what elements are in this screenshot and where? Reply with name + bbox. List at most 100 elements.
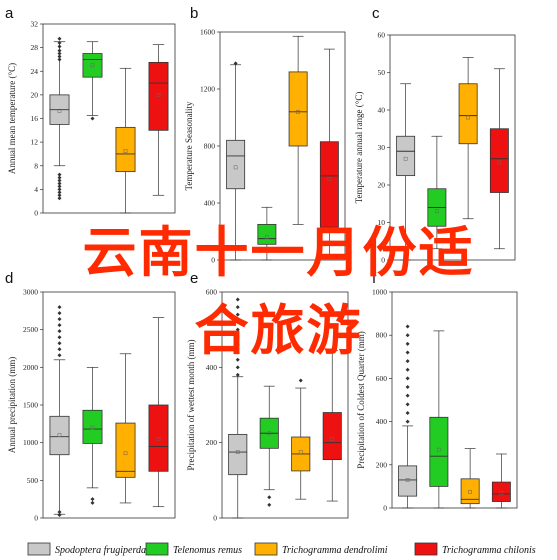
outlier-point: [235, 357, 240, 362]
outlier-point: [267, 495, 272, 500]
legend-swatch: [27, 542, 51, 556]
outlier-point: [405, 333, 410, 338]
outlier-point: [405, 341, 410, 346]
mean-marker: [403, 156, 408, 161]
panel-letter: d: [5, 270, 13, 287]
outlier-point: [235, 365, 240, 370]
legend-label: Trichogramma chilonis: [442, 545, 536, 556]
mean-marker: [156, 437, 161, 441]
iqr-box: [429, 416, 449, 487]
outlier-point: [57, 323, 62, 328]
mean-marker: [57, 433, 62, 437]
outlier-point: [405, 393, 410, 398]
iqr-box: [319, 141, 339, 228]
outlier-point: [57, 347, 62, 352]
iqr-box: [460, 478, 480, 505]
outlier-point: [405, 376, 410, 381]
outlier-point: [57, 40, 62, 45]
outlier-point: [57, 54, 62, 59]
plot-frame: [221, 291, 349, 519]
iqr-box: [228, 433, 248, 476]
outlier-point: [405, 324, 410, 329]
outlier-point: [267, 502, 272, 507]
outlier-point: [90, 116, 95, 121]
iqr-box: [322, 412, 342, 461]
y-axis-label: Precipitation of wettest month (mm): [186, 340, 196, 471]
outlier-point: [405, 402, 410, 407]
y-tick-label: 20: [31, 90, 39, 99]
iqr-box: [115, 422, 136, 478]
legend-swatch: [145, 542, 169, 556]
iqr-box: [82, 409, 103, 444]
mean-marker: [267, 431, 272, 436]
y-tick-label: 50: [378, 68, 386, 77]
outlier-point: [405, 410, 410, 415]
outlier-point: [235, 297, 240, 302]
y-tick-label: 0: [383, 504, 387, 513]
legend: Spodoptera frugiperda Telenomus remus Tric…: [27, 542, 536, 556]
y-tick-label: 800: [204, 142, 216, 151]
y-tick-label: 60: [378, 31, 386, 40]
legend-label: Trichogramma dendrolimi: [282, 545, 388, 556]
outlier-point: [57, 317, 62, 322]
box-trichogramma-dendrolimi: [291, 378, 311, 500]
y-tick-label: 2500: [23, 325, 38, 334]
mean-marker: [327, 176, 332, 181]
box-spodoptera-frugiperda: [398, 324, 418, 509]
outlier-point: [57, 305, 62, 310]
panel-letter: a: [5, 5, 14, 22]
chart-panels: a 0 4 8 12 16 20 24 28 32 Annual mean temperature …: [5, 5, 518, 523]
outlier-point: [405, 385, 410, 390]
box-trichogramma-dendrolimi: [458, 57, 478, 220]
iqr-box: [82, 53, 103, 78]
y-tick-label: 1600: [200, 28, 215, 37]
y-tick-label: 1000: [372, 288, 387, 297]
outlier-point: [235, 320, 240, 325]
outlier-point: [90, 497, 95, 502]
outlier-point: [235, 305, 240, 310]
y-tick-label: 0: [211, 256, 215, 265]
box-trichogramma-chilonis: [148, 44, 169, 196]
y-tick-label: 20: [378, 181, 386, 190]
box-trichogramma-dendrolimi: [288, 35, 308, 225]
y-tick-label: 600: [376, 374, 388, 383]
y-tick-label: 200: [206, 438, 218, 447]
y-tick-label: 500: [27, 476, 39, 485]
panel-b: b 0 400 800 1200 1600 Temperature Seasonality: [184, 5, 346, 265]
plot-frame: [391, 291, 518, 509]
mean-marker: [330, 437, 335, 441]
y-tick-label: 16: [31, 114, 39, 123]
panel-e: e 0 200 400 600 Precipitation of wettest mont…: [186, 270, 349, 523]
iqr-box: [396, 135, 416, 177]
outlier-point: [235, 335, 240, 340]
mean-marker: [497, 160, 502, 165]
panel-letter: b: [190, 5, 198, 22]
y-axis-label: Annual mean temperature (°C): [7, 63, 17, 174]
box-telenomus-remus: [257, 206, 277, 261]
outlier-point: [405, 350, 410, 355]
box-telenomus-remus: [259, 385, 279, 507]
mean-marker: [265, 235, 269, 240]
box-telenomus-remus: [82, 41, 103, 121]
outlier-point: [405, 367, 410, 372]
y-tick-label: 800: [376, 331, 388, 340]
box-trichogramma-chilonis: [489, 68, 509, 250]
panel-f: f 0 200 400 600 800 1000 Precipitation of Colde…: [356, 270, 518, 513]
outlier-point: [57, 184, 62, 189]
box-spodoptera-frugiperda: [49, 305, 70, 517]
box-spodoptera-frugiperda: [226, 61, 246, 261]
box-trichogramma-dendrolimi: [115, 353, 136, 504]
legend-item: Spodoptera frugiperda: [27, 542, 146, 556]
outlier-point: [235, 327, 240, 332]
y-axis-label: Precipitation of Coldest Quarter (mm): [356, 331, 366, 468]
legend-swatch: [254, 542, 278, 556]
y-tick-label: 24: [31, 67, 39, 76]
outlier-point: [57, 509, 62, 514]
outlier-point: [57, 178, 62, 183]
iqr-box: [257, 223, 277, 245]
outlier-point: [405, 419, 410, 424]
mean-marker: [468, 489, 472, 494]
outlier-point: [57, 512, 62, 517]
mean-marker: [123, 451, 128, 456]
